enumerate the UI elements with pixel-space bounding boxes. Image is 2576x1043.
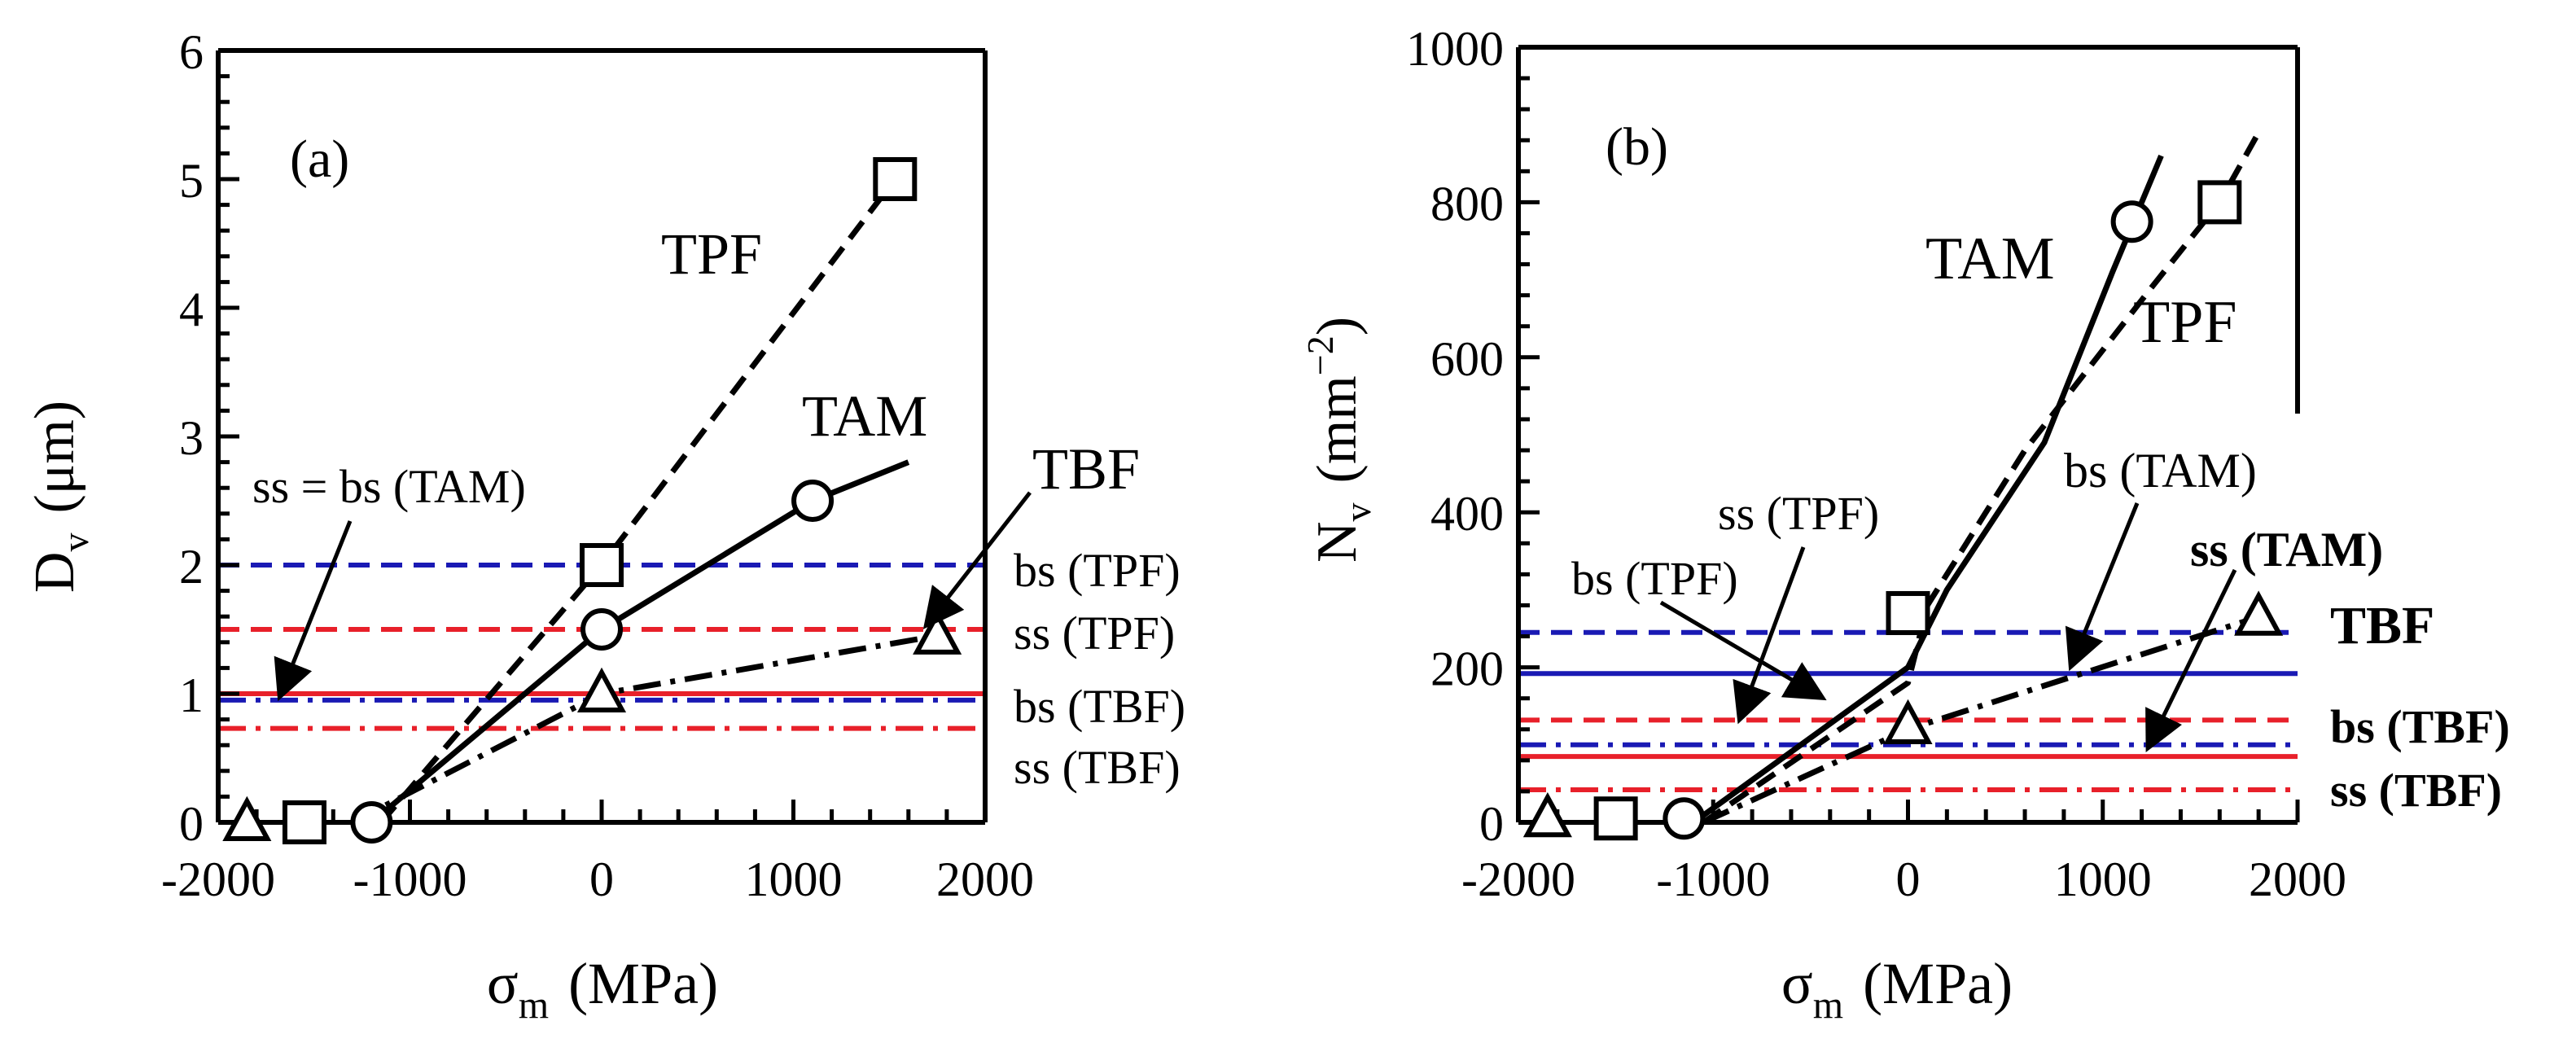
panel-b-arrow-bs-tpf (1659, 600, 1827, 701)
panel-b-marker-tpf-1 (1886, 590, 1930, 635)
panel-b-arrow-ss-tpf (1733, 546, 1806, 725)
panel-a-x-tick-label: -2000 (161, 852, 275, 906)
panel-a-y-tick-label: 4 (179, 283, 204, 336)
panel-b-marker-tpf-0 (1593, 796, 1638, 841)
panel-a-marker-tpf-0 (282, 800, 326, 844)
panel-b-y-tick-label: 600 (1430, 332, 1504, 386)
panel-b-annotation-tpf: TPF (2133, 289, 2237, 356)
panel-a-annotation-ss-tpf: ss (TPF) (1014, 607, 1175, 660)
panel-b-annotation-ss-tpf: ss (TPF) (1718, 487, 1879, 540)
panel-b-ylabel: Nv(mm−2) (1299, 317, 1378, 563)
panel-b-xlabel: σm (MPa) (1781, 951, 2013, 1027)
panel-b-x-tick-label: 0 (1896, 852, 1921, 906)
panel-a-y-tick-label: 2 (179, 540, 204, 594)
panel-a-annotation-ss-tbf: ss (TBF) (1014, 741, 1181, 794)
panel-a-x-tick-label: -1000 (353, 852, 467, 906)
panel-a-marker-tam-0 (350, 801, 393, 844)
panel-b-y-tick-label: 200 (1430, 642, 1504, 696)
panel-a-x-tick-label: 1000 (745, 852, 843, 906)
panel-a-arrow-tbf (922, 491, 1032, 629)
panel-b-x-tick-label: 2000 (2249, 852, 2346, 906)
panel-a-marker-tam-2 (791, 480, 835, 522)
panel-b-marker-tbf-2 (2234, 590, 2284, 636)
panel-b-marker-tpf-2 (2197, 180, 2242, 225)
panel-a-y-tick-label: 6 (179, 25, 204, 79)
panel-b-marker-tbf-0 (1522, 791, 1572, 838)
panel-a-series-line-tam (370, 459, 910, 825)
panel-a-y-tick-label: 1 (179, 668, 204, 722)
panel-a-annotation-tam: TAM (802, 383, 927, 449)
panel-a-marker-tbf-1 (576, 667, 627, 712)
panel-a-axes: 0 1 2 3 4 5 6 -2000 -1000 0 1000 2000 (161, 25, 1034, 906)
panel-a-marker-tam-1 (580, 608, 623, 651)
panel-b-annotation-ss-tbf: ss (TBF) (2330, 764, 2502, 817)
panel-a-ylabel: Dv(μm) (24, 401, 96, 593)
panel-a: 0 1 2 3 4 5 6 -2000 -1000 0 1000 2000 (a) Dv(μm) σm… (24, 25, 1185, 1027)
panel-a-xlabel: σm (MPa) (487, 951, 718, 1027)
panel-a-marker-tbf-0 (222, 795, 272, 841)
panel-a-marker-tbf-2 (913, 609, 962, 655)
panel-b-series-line-tam (1692, 154, 2164, 825)
panel-b-x-tick-label: 1000 (2054, 852, 2152, 906)
panel-a-marker-tpf-2 (873, 157, 918, 201)
panel-b-y-tick-label: 400 (1430, 487, 1504, 541)
panel-a-annotation-bs-tbf: bs (TBF) (1014, 680, 1185, 733)
panel-b-annotation-tbf: TBF (2330, 596, 2434, 655)
panel-b-annotation-tam: TAM (1925, 226, 2055, 292)
panel-a-label: (a) (290, 129, 349, 189)
panel-b-annotation-bs-tbf: bs (TBF) (2330, 700, 2510, 753)
panel-a-x-tick-label: 0 (589, 852, 614, 906)
panel-b-marker-tbf-1 (1883, 699, 1933, 744)
panel-b-annotation-bs-tam: bs (TAM) (2064, 444, 2257, 497)
panel-a-x-tick-label: 2000 (936, 852, 1034, 906)
panel-b-arrows (1659, 502, 2237, 752)
panel-a-y-tick-label: 0 (179, 797, 204, 851)
panel-b-x-tick-label: -1000 (1656, 852, 1770, 906)
panel-b-marker-tam-1 (2110, 200, 2153, 243)
panel-b-label: (b) (1606, 117, 1668, 177)
panel-a-annotation-tbf: TBF (1032, 436, 1140, 502)
panel-b-y-tick-label: 800 (1430, 177, 1504, 230)
panel-a-annotation-tpf: TPF (661, 221, 762, 287)
panel-b-y-tick-label: 1000 (1406, 22, 1504, 76)
panel-a-y-tick-label: 5 (179, 154, 204, 208)
panel-b-x-tick-label: -2000 (1461, 852, 1575, 906)
panel-b-arrow-ss-tam (2145, 568, 2237, 752)
panel-b-marker-tam-0 (1663, 797, 1706, 840)
panel-a-arrows (274, 491, 1032, 702)
panel-a-arrow-ss-bs-tam (274, 520, 353, 702)
panel-b-markers (1522, 180, 2284, 841)
panel-a-marker-tpf-1 (580, 543, 624, 587)
panel-b-annotation-ss-tam: ss (TAM) (2190, 523, 2383, 576)
panel-a-annotation-ss-bs-tam: ss = bs (TAM) (252, 460, 526, 513)
panel-b: 0 200 400 600 800 1000 -2000 -1000 0 1000 2000 (b)… (1299, 22, 2510, 1027)
panel-a-markers (222, 157, 962, 844)
panel-a-y-tick-label: 3 (179, 411, 204, 465)
panel-b-axes: 0 200 400 600 800 1000 -2000 -1000 0 1000 2000 (1406, 22, 2346, 906)
panel-b-annotation-bs-tpf: bs (TPF) (1571, 552, 1738, 605)
panel-b-y-tick-label: 0 (1479, 797, 1504, 851)
panel-a-annotation-bs-tpf: bs (TPF) (1014, 544, 1181, 597)
panel-b-arrow-bs-tam (2065, 502, 2140, 672)
